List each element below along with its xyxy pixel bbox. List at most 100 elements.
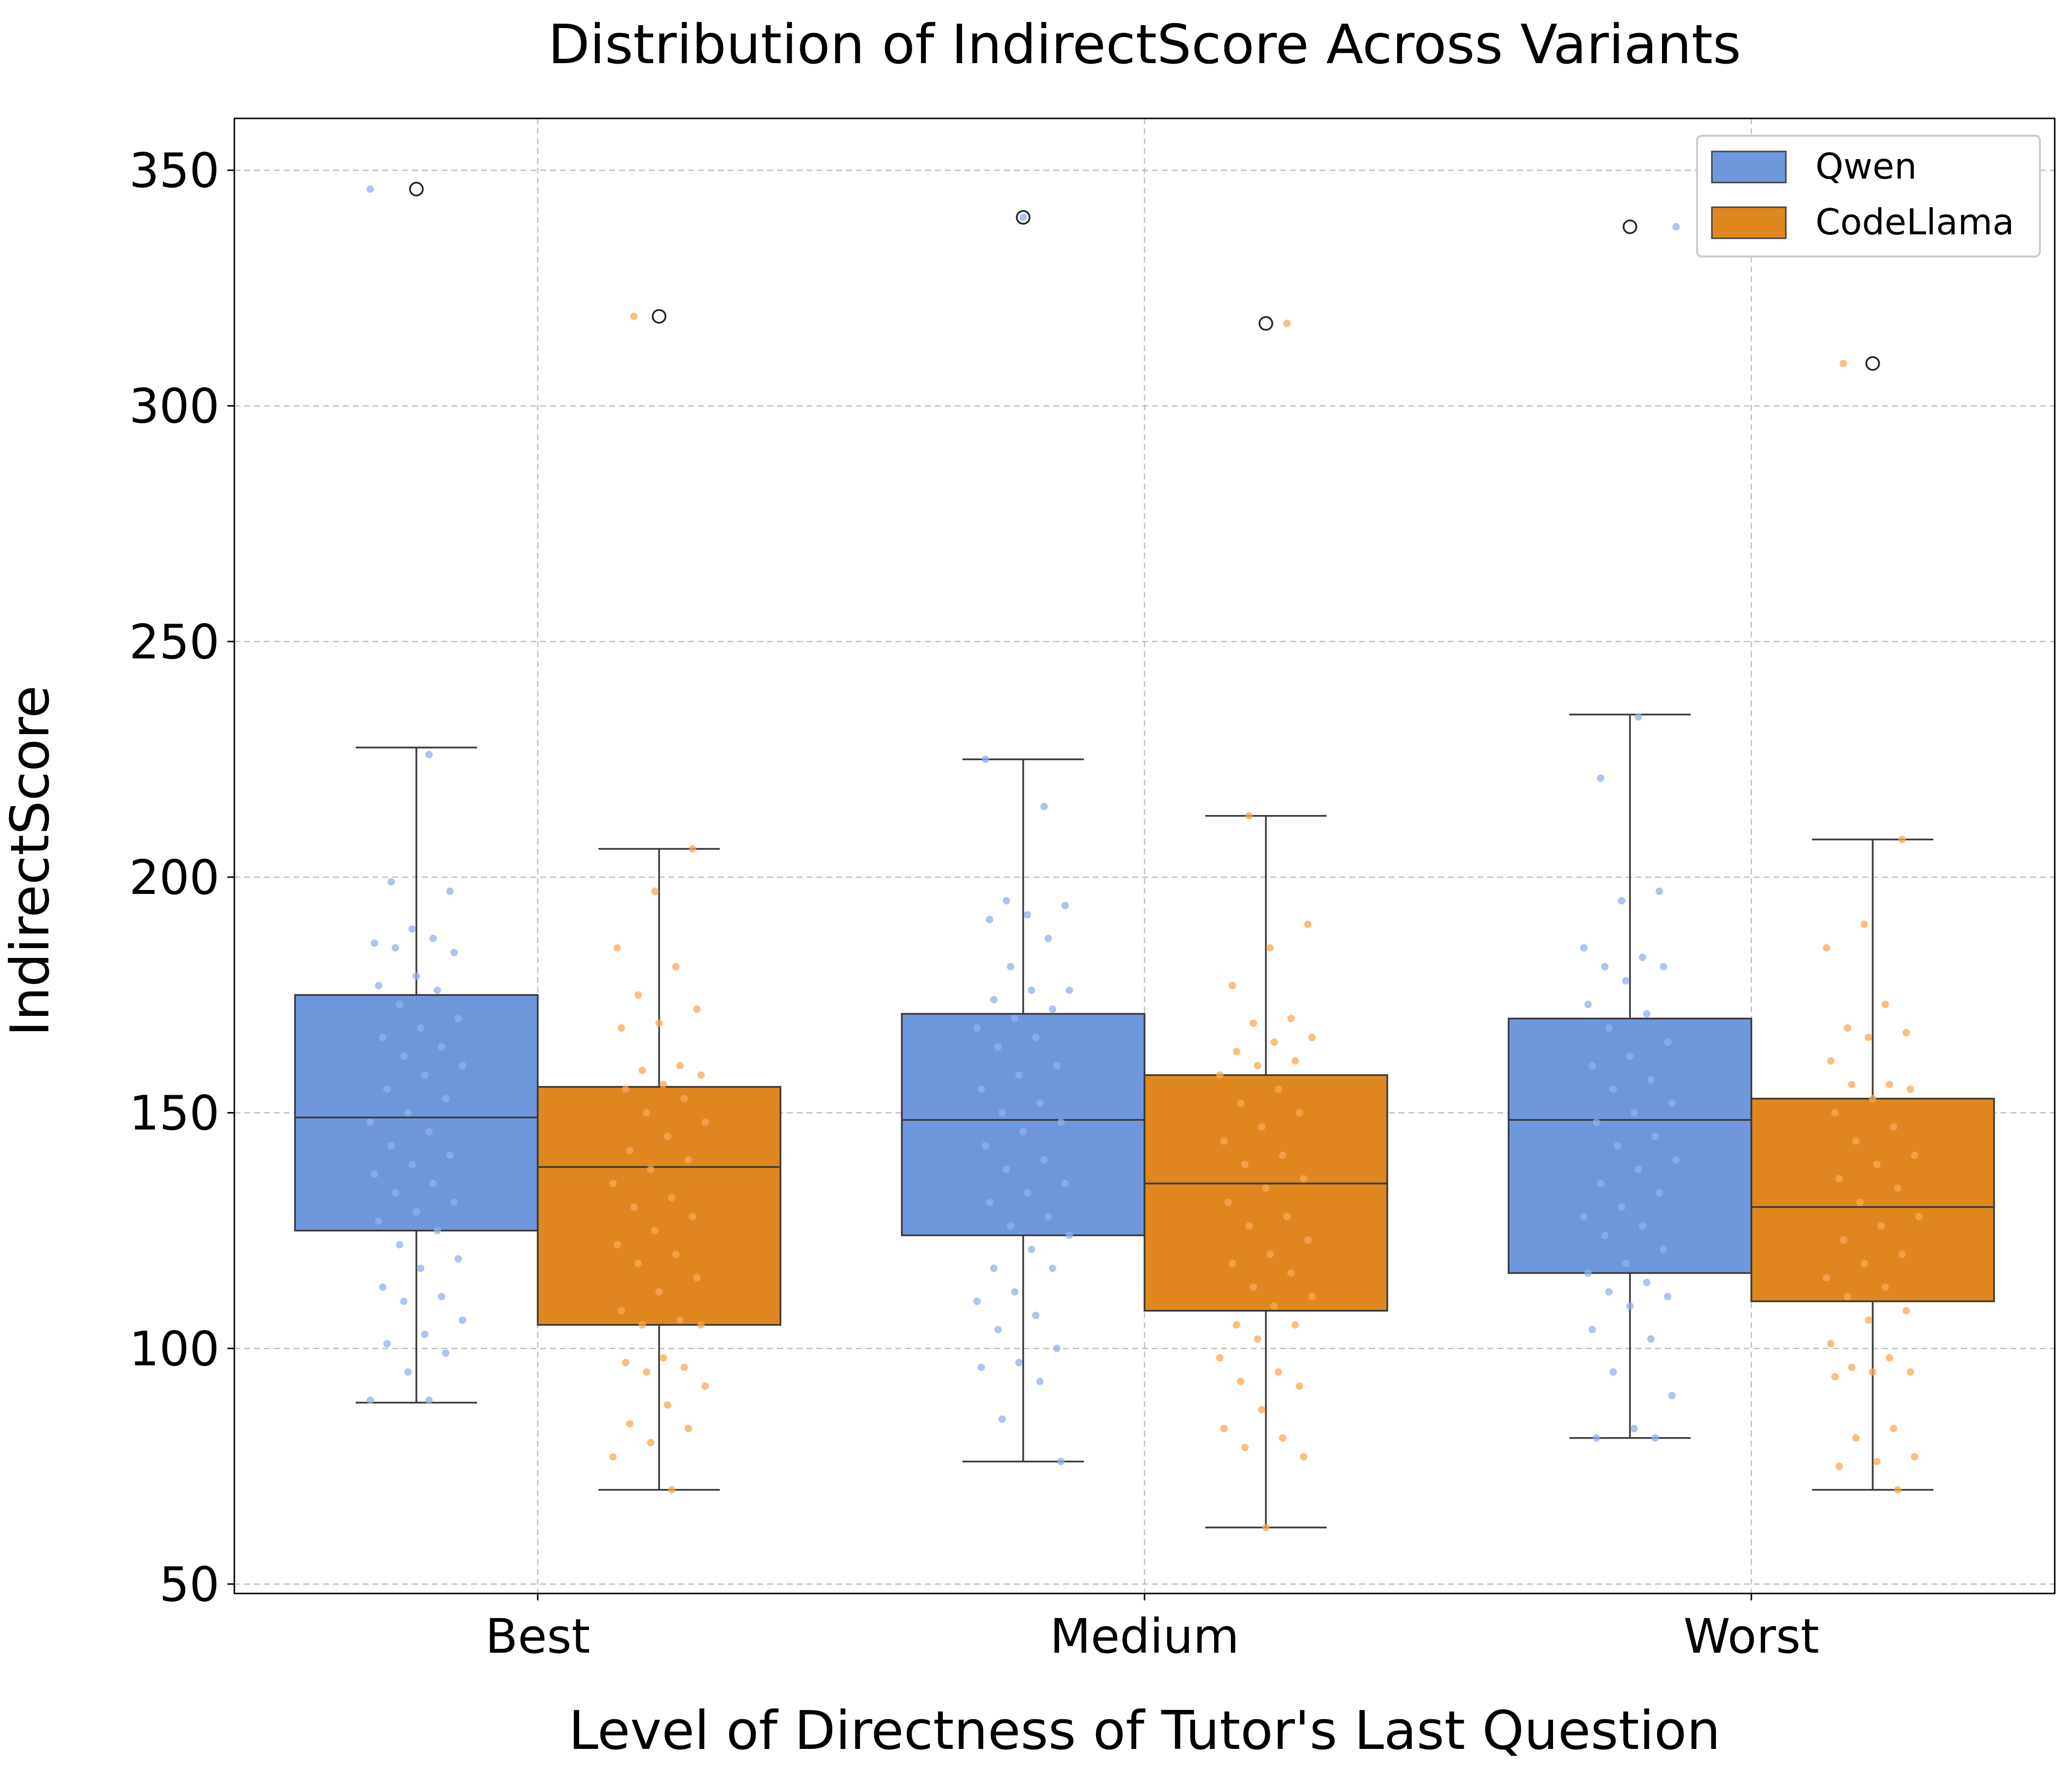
- y-tick-label: 150: [129, 1086, 220, 1141]
- data-point-qwen: [1605, 1024, 1613, 1032]
- data-point-codellama: [1898, 1250, 1906, 1258]
- data-point-qwen: [1660, 1246, 1667, 1254]
- data-point-codellama: [1254, 1062, 1261, 1070]
- legend-label-codellama: CodeLlama: [1815, 201, 2014, 243]
- data-point-codellama: [1270, 1038, 1278, 1046]
- chart-title: Distribution of IndirectScore Across Var…: [548, 13, 1741, 76]
- data-point-qwen: [396, 1241, 404, 1249]
- data-point-qwen: [1647, 1335, 1655, 1343]
- data-point-qwen: [400, 1052, 408, 1060]
- data-point-codellama: [647, 1439, 655, 1446]
- data-point-qwen: [986, 1198, 994, 1206]
- data-point-codellama: [1856, 1198, 1864, 1206]
- data-point-codellama: [1848, 1363, 1856, 1371]
- data-point-codellama: [1291, 1321, 1299, 1329]
- data-point-qwen: [1044, 1213, 1052, 1221]
- data-point-codellama: [1304, 1236, 1312, 1244]
- data-point-codellama: [1299, 1453, 1307, 1461]
- data-point-qwen: [1592, 1118, 1600, 1126]
- data-point-codellama: [1869, 1368, 1877, 1376]
- data-point-codellama: [1840, 1236, 1848, 1244]
- data-point-codellama: [613, 1241, 621, 1249]
- y-tick-label: 200: [129, 850, 220, 905]
- y-axis-label: IndirectScore: [0, 685, 61, 1037]
- data-point-qwen: [416, 1264, 424, 1272]
- data-point-qwen: [1668, 1100, 1676, 1108]
- data-point-qwen: [977, 1085, 985, 1093]
- y-tick-label: 350: [129, 143, 220, 198]
- data-point-codellama: [1835, 1175, 1843, 1183]
- data-point-qwen: [425, 751, 433, 759]
- data-point-qwen: [1643, 1279, 1651, 1287]
- data-point-qwen: [425, 1396, 433, 1404]
- outlier-marker: [652, 309, 666, 324]
- data-point-codellama: [1877, 1222, 1885, 1230]
- data-point-codellama: [689, 1213, 697, 1221]
- data-point-qwen: [412, 972, 420, 980]
- data-point-codellama: [1906, 1368, 1914, 1376]
- data-point-qwen: [1002, 1165, 1010, 1173]
- data-point-codellama: [618, 1307, 626, 1315]
- data-point-qwen: [383, 1340, 391, 1348]
- data-point-qwen: [416, 1024, 424, 1032]
- data-point-codellama: [1262, 1523, 1270, 1531]
- data-point-qwen: [1036, 1377, 1044, 1385]
- data-point-qwen: [383, 1085, 391, 1093]
- data-point-qwen: [1032, 1034, 1039, 1041]
- data-point-codellama: [667, 1486, 675, 1494]
- data-point-qwen: [1609, 1368, 1617, 1376]
- data-point-qwen: [429, 934, 437, 942]
- data-point-qwen: [1061, 1180, 1069, 1187]
- data-point-codellama: [651, 1226, 659, 1234]
- data-point-qwen: [1044, 934, 1052, 942]
- data-point-codellama: [1287, 1015, 1295, 1023]
- data-point-codellama: [1886, 1354, 1893, 1362]
- data-point-qwen: [1019, 1128, 1027, 1136]
- data-point-codellama: [1865, 1034, 1873, 1041]
- outlier-marker: [1016, 210, 1031, 225]
- data-point-qwen: [379, 1283, 387, 1291]
- data-point-codellama: [1308, 1293, 1316, 1300]
- data-point-qwen: [1023, 1189, 1031, 1197]
- data-point-qwen: [1601, 1231, 1609, 1239]
- data-point-codellama: [1840, 360, 1848, 368]
- data-point-codellama: [689, 845, 697, 853]
- data-point-qwen: [1048, 1264, 1056, 1272]
- data-point-qwen: [1007, 1222, 1015, 1230]
- data-point-qwen: [1007, 963, 1015, 970]
- box-qwen: [294, 994, 539, 1232]
- data-point-codellama: [1266, 944, 1274, 952]
- data-point-codellama: [1902, 1029, 1910, 1037]
- data-point-codellama: [1279, 1434, 1287, 1442]
- data-point-qwen: [1580, 1213, 1588, 1221]
- data-point-qwen: [1592, 1434, 1600, 1442]
- data-point-qwen: [458, 1062, 466, 1070]
- data-point-codellama: [1274, 1368, 1282, 1376]
- data-point-qwen: [367, 1118, 374, 1126]
- data-point-qwen: [1672, 223, 1680, 231]
- data-point-codellama: [1220, 1137, 1228, 1145]
- data-point-qwen: [400, 1297, 408, 1305]
- data-point-codellama: [676, 1062, 684, 1070]
- data-point-qwen: [1584, 1000, 1592, 1008]
- data-point-codellama: [1233, 1321, 1241, 1329]
- data-point-codellama: [1228, 982, 1236, 990]
- data-point-codellama: [1254, 1335, 1261, 1343]
- data-point-qwen: [1597, 774, 1605, 782]
- x-axis-label: Level of Directness of Tutor's Last Ques…: [569, 1700, 1721, 1762]
- data-point-codellama: [701, 1382, 709, 1390]
- data-point-codellama: [1233, 1047, 1241, 1055]
- data-point-codellama: [693, 1005, 701, 1013]
- legend: Qwen CodeLlama: [1696, 135, 2041, 258]
- data-point-qwen: [982, 755, 990, 763]
- data-point-qwen: [1036, 1100, 1044, 1108]
- data-point-qwen: [1057, 1118, 1065, 1126]
- data-point-codellama: [630, 312, 638, 320]
- data-point-codellama: [664, 1401, 671, 1409]
- data-point-qwen: [1655, 1189, 1663, 1197]
- data-point-qwen: [1638, 1222, 1646, 1230]
- data-point-qwen: [392, 1189, 400, 1197]
- data-point-codellama: [1827, 1340, 1835, 1348]
